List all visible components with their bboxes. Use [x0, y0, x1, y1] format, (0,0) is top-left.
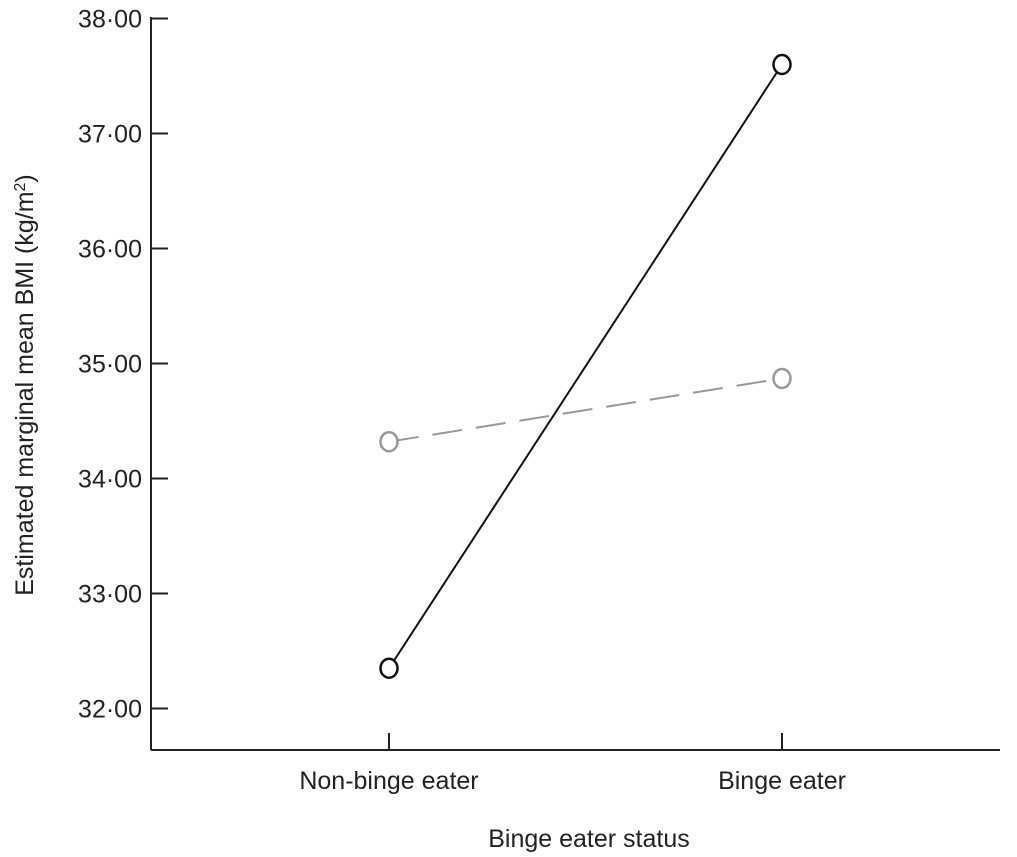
series-group	[379, 53, 792, 679]
x-tick-label: Binge eater	[718, 767, 846, 795]
x-ticks: Non-binge eater Binge eater	[299, 733, 846, 795]
y-axis-title-superscript: 2	[12, 182, 29, 191]
y-tick-label: 33·00	[78, 581, 142, 609]
y-ticks: 32·00 33·00 34·00 35·00 36·00 37·00 38·00	[78, 6, 168, 724]
y-axis-title: Estimated marginal mean BMI (kg/m2)	[11, 174, 39, 596]
y-tick-label: 38·00	[78, 6, 142, 34]
y-tick-label: 32·00	[78, 696, 142, 724]
series-2-point	[772, 367, 792, 390]
y-tick-label: 37·00	[78, 121, 142, 149]
y-tick-label: 35·00	[78, 351, 142, 379]
series-2-point	[379, 430, 399, 453]
axes	[150, 17, 1000, 751]
x-tick-label: Non-binge eater	[299, 767, 478, 795]
y-axis-title-close: )	[11, 174, 39, 182]
series-1-point	[379, 657, 399, 679]
y-tick-label: 34·00	[78, 466, 142, 494]
y-axis-title-main: Estimated marginal mean BMI (kg/m	[11, 191, 39, 595]
x-axis-title: Binge eater status	[488, 825, 690, 853]
series-1-line	[388, 63, 783, 669]
series-1-point	[772, 53, 792, 76]
y-tick-label: 36·00	[78, 236, 142, 264]
series-2-line	[388, 377, 783, 443]
